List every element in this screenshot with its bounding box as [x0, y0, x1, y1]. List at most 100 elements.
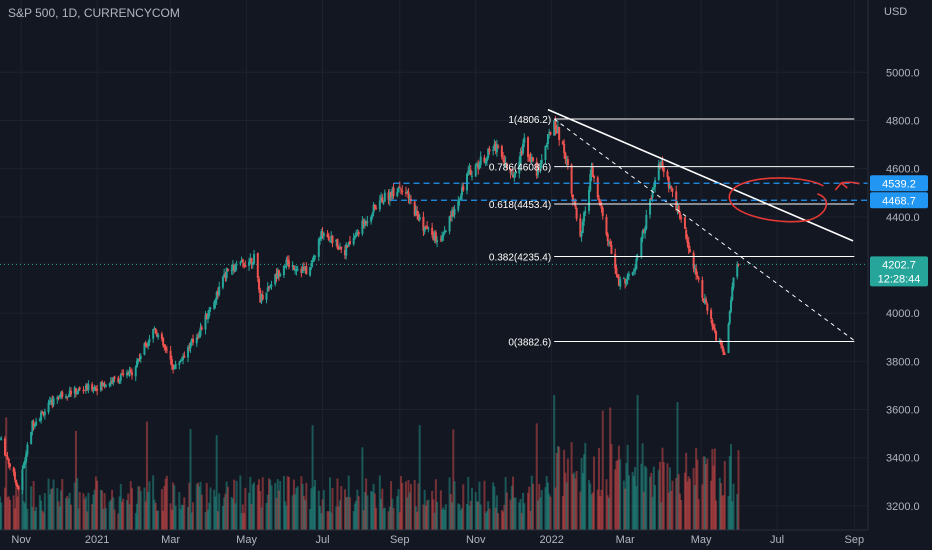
candle-body [213, 302, 216, 309]
candle-body [470, 175, 473, 177]
candle-body [126, 372, 129, 376]
candle-body [485, 157, 488, 162]
volume-bar [61, 479, 64, 530]
volume-bar [391, 498, 394, 530]
volume-bar [413, 479, 416, 530]
volume-bar [434, 479, 437, 530]
candle-body [169, 350, 172, 360]
volume-bar [267, 478, 270, 530]
volume-bar [319, 506, 322, 530]
candle-body [431, 227, 434, 236]
volume-bar [518, 502, 521, 530]
volume-bar [117, 513, 120, 530]
candle-body [466, 173, 469, 191]
volume-bar [520, 512, 523, 530]
volume-bar [712, 465, 715, 530]
candle-body [426, 226, 429, 229]
volume-bar [416, 511, 419, 530]
candle-body [311, 260, 314, 263]
volume-bar [703, 456, 706, 530]
volume-bar [571, 474, 574, 530]
volume-bar [78, 492, 81, 530]
candle-body [475, 164, 478, 166]
candle-body [477, 163, 480, 169]
volume-bar [731, 501, 734, 530]
candle-body [712, 325, 715, 329]
volume-bar [279, 481, 282, 530]
candle-body [536, 167, 539, 175]
candle-body [356, 232, 359, 234]
candle-body [355, 232, 358, 237]
volume-bar [730, 444, 733, 530]
volume-bar [162, 510, 165, 530]
candle-body [164, 347, 167, 350]
candle-body [718, 340, 721, 342]
candle-body [138, 358, 141, 360]
candle-body [101, 381, 104, 387]
candle-body [301, 267, 304, 274]
candle-body [670, 186, 673, 188]
candle-body [554, 121, 557, 130]
volume-bar [444, 504, 447, 530]
candle-body [0, 438, 3, 440]
volume-bar [143, 487, 146, 530]
candle-body [468, 168, 471, 171]
volume-bar [732, 483, 735, 530]
candle-body [556, 126, 559, 134]
price-candles [0, 116, 740, 495]
candle-body [7, 458, 10, 464]
candle-body [458, 199, 461, 202]
volume-bar [282, 476, 285, 530]
volume-bar [375, 507, 378, 530]
volume-bar [84, 496, 87, 530]
volume-bar [579, 491, 582, 530]
volume-bar [169, 503, 172, 530]
candle-body [277, 270, 280, 277]
volume-bar [99, 489, 102, 530]
volume-bar [300, 476, 303, 530]
volume-bar [260, 507, 263, 530]
volume-bar [113, 509, 116, 530]
volume-bar [441, 509, 444, 530]
volume-bar [636, 395, 639, 530]
volume-bar [617, 445, 620, 530]
candle-body [677, 205, 680, 214]
volume-bar [513, 497, 516, 530]
volume-bar [433, 512, 436, 530]
volume-bar [605, 479, 608, 530]
volume-bar [135, 503, 138, 530]
candle-body [160, 333, 163, 339]
volume-bar [564, 472, 567, 530]
fibonacci-retracement[interactable]: 1(4806.2) 0.786(4608.6) 0.618(4453.4) 0.382… [489, 115, 855, 349]
candle-body [314, 255, 317, 257]
candle-body [230, 269, 233, 271]
volume-bar [103, 493, 106, 530]
candle-body [448, 216, 451, 232]
volume-bar [619, 459, 622, 530]
candle-body [387, 192, 390, 200]
candle-body [249, 258, 252, 263]
volume-bar [530, 475, 533, 530]
candle-body [399, 188, 402, 190]
volume-bar [353, 503, 356, 530]
candle-body [91, 384, 94, 391]
volume-bar [644, 465, 647, 530]
candle-body [695, 268, 698, 276]
volume-bar [371, 491, 374, 530]
volume-bars [0, 395, 740, 530]
volume-bar [591, 492, 594, 530]
candle-body [548, 131, 551, 134]
candle-body [200, 327, 203, 330]
candle-body [581, 221, 584, 233]
candle-body [693, 268, 696, 270]
volume-bar [47, 478, 50, 530]
trendlines[interactable] [547, 108, 856, 342]
annotation-drawings[interactable] [728, 177, 860, 223]
volume-bar [204, 512, 207, 530]
volume-bar [631, 471, 634, 530]
volume-bar [556, 446, 559, 530]
volume-bar [583, 454, 586, 530]
horizontal-levels[interactable]: 4539.2 4468.7 4202.7 12:28:44 [0, 175, 928, 287]
